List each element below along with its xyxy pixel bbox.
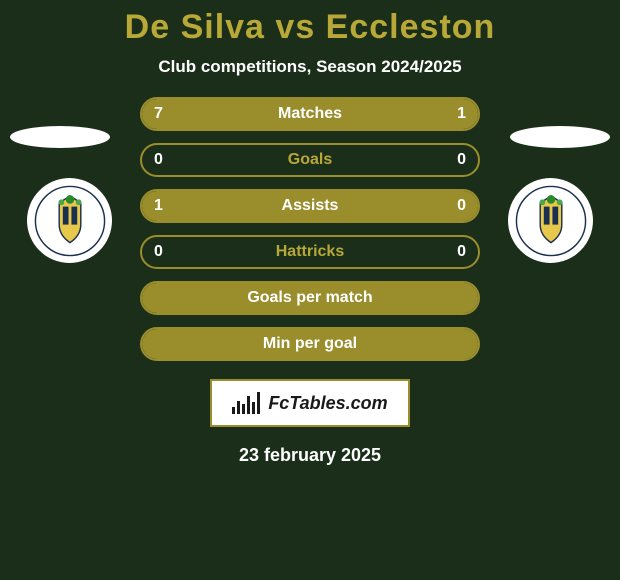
page-title: De Silva vs Eccleston (0, 8, 620, 47)
source-label: FcTables.com (268, 393, 387, 414)
stat-label: Matches (142, 105, 478, 123)
barchart-icon (232, 392, 260, 414)
stat-value-right: 0 (457, 197, 466, 215)
stat-value-left: 0 (154, 151, 163, 169)
club-crest-left (27, 178, 112, 263)
stat-row: Goals per match (140, 281, 480, 315)
player-photo-placeholder-left (10, 126, 110, 148)
shield-icon (515, 185, 587, 257)
shield-icon (34, 185, 106, 257)
stat-value-left: 0 (154, 243, 163, 261)
subtitle: Club competitions, Season 2024/2025 (0, 57, 620, 77)
stat-value-left: 7 (154, 105, 163, 123)
stat-row: Goals0 0 (140, 143, 480, 177)
stat-label: Min per goal (142, 335, 478, 353)
stat-row: Assists1 0 (140, 189, 480, 223)
stat-value-right: 0 (457, 243, 466, 261)
stat-row: Hattricks0 0 (140, 235, 480, 269)
stat-value-right: 1 (457, 105, 466, 123)
stat-label: Goals per match (142, 289, 478, 307)
stat-row: Min per goal (140, 327, 480, 361)
stat-label: Goals (142, 151, 478, 169)
stat-value-left: 1 (154, 197, 163, 215)
source-logo: FcTables.com (210, 379, 410, 427)
date-label: 23 february 2025 (0, 445, 620, 466)
stat-label: Hattricks (142, 243, 478, 261)
stat-label: Assists (142, 197, 478, 215)
stat-value-right: 0 (457, 151, 466, 169)
stat-row: Matches7 1 (140, 97, 480, 131)
stats-list: Matches71Goals00Assists10Hattricks00Goal… (140, 97, 480, 361)
comparison-card: De Silva vs Eccleston Club competitions,… (0, 0, 620, 466)
player-photo-placeholder-right (510, 126, 610, 148)
club-crest-right (508, 178, 593, 263)
